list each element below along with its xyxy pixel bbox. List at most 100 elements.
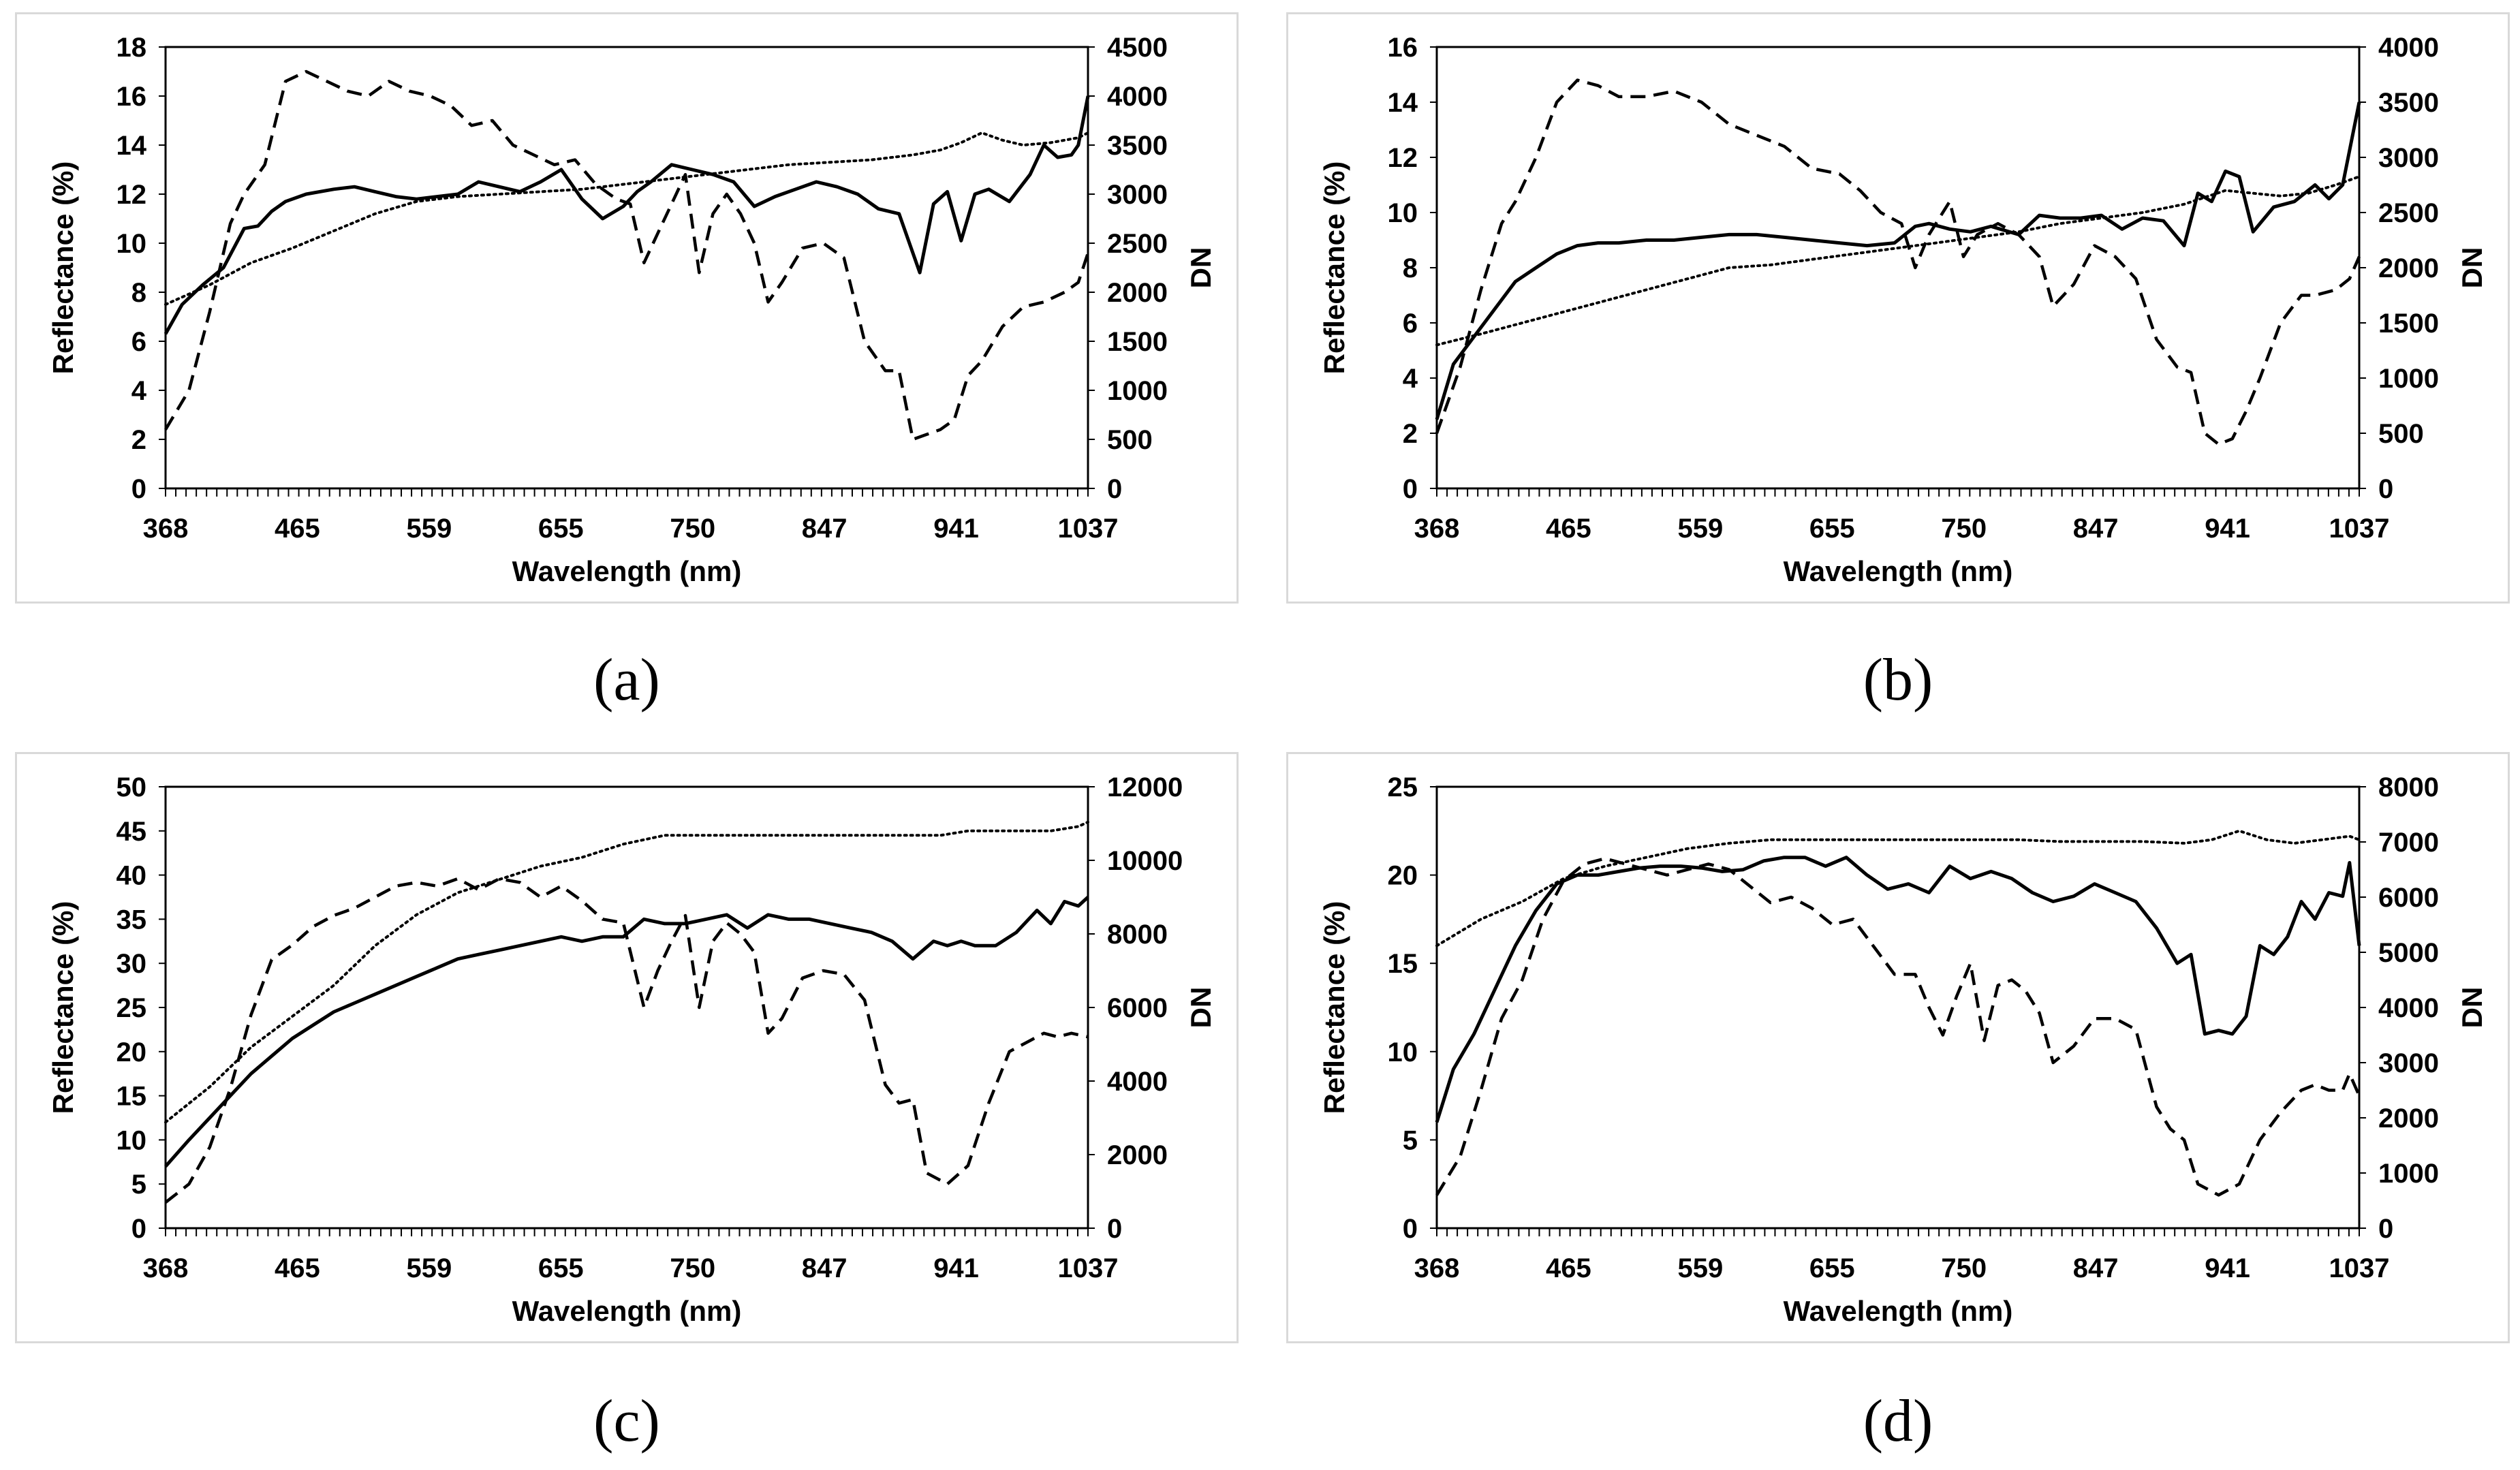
y2-axis-title: DN [2456,987,2488,1029]
y-tick-label: 0 [1403,1214,1418,1244]
y2-tick-label: 3000 [1107,180,1168,210]
y2-tick-label: 3500 [2378,88,2439,118]
x-tick-label: 847 [2073,1253,2119,1283]
x-tick-label: 368 [1414,514,1460,544]
y2-tick-label: 6000 [2378,883,2439,913]
y-tick-label: 12 [1388,143,1418,173]
y2-tick-label: 1000 [2378,1159,2439,1189]
y2-tick-label: 3000 [2378,1048,2439,1078]
y2-tick-label: 4000 [1107,82,1168,112]
y-tick-label: 14 [116,131,147,161]
y-tick-label: 20 [116,1037,147,1067]
x-tick-label: 750 [1941,514,1987,544]
x-tick-label: 368 [1414,1253,1460,1283]
y2-tick-label: 1000 [2378,364,2439,394]
x-tick-label: 1037 [1058,1253,1119,1283]
caption-d: (d) [1863,1388,1933,1454]
y-tick-label: 50 [116,772,147,802]
caption-c: (c) [593,1388,660,1454]
y-tick-label: 30 [116,949,147,979]
series-line-solid [1435,101,2361,420]
x-tick-label: 1037 [1058,514,1119,544]
y-tick-label: 16 [116,82,147,112]
y-tick-label: 6 [131,327,146,357]
y2-tick-label: 0 [1107,1214,1122,1244]
y-tick-label: 15 [116,1082,147,1112]
y-tick-label: 0 [131,1214,146,1244]
y2-tick-label: 1500 [2378,309,2439,339]
x-tick-label: 655 [538,514,584,544]
y-tick-label: 35 [116,905,147,935]
y2-tick-label: 2000 [2378,1104,2439,1133]
y2-tick-label: 500 [2378,419,2424,449]
y-tick-label: 5 [1403,1125,1418,1155]
series-line-dashed [1435,78,2361,446]
y2-tick-label: 0 [1107,474,1122,504]
chart-svg-b: 368 465 559 655 750 847 941 1037 0 2 4 6 8 10 12 14 16 0 5… [1318,33,2488,587]
series-line-solid [164,95,1090,335]
x-tick-label: 368 [143,1253,189,1283]
y2-tick-label: 2500 [2378,198,2439,228]
chart-svg-d: 368 465 559 655 750 847 941 1037 0 5 10 15 20 25 0 1000… [1318,772,2488,1327]
y-tick-label: 18 [116,33,147,63]
y-tick-label: 14 [1388,88,1418,118]
y2-tick-label: 0 [2378,1214,2393,1244]
y-axis-title: Reflectance (%) [1318,901,1350,1114]
x-axis-title: Wavelength (nm) [512,555,742,587]
plot-frame [1435,785,2361,1230]
x-tick-label: 1037 [2329,514,2390,544]
x-tick-label: 847 [2073,514,2119,544]
y2-tick-label: 5000 [2378,938,2439,968]
chart-panel-a: 368 465 559 655 750 847 941 1037 0 2 4 6 8 10 12 14 16 18… [15,12,1239,604]
y-tick-label: 4 [131,376,147,406]
y2-tick-label: 1000 [1107,376,1168,406]
y-tick-label: 15 [1388,949,1418,979]
x-tick-label: 750 [1941,1253,1987,1283]
series-line-dashed [1435,857,2361,1197]
series-line-dashed [164,69,1090,441]
y-tick-label: 8 [131,278,146,308]
x-tick-label: 559 [1677,514,1723,544]
x-tick-label: 559 [406,1253,452,1283]
y2-tick-label: 8000 [2378,772,2439,802]
series-line-dotted [1435,829,2361,948]
y2-tick-label: 2000 [1107,1140,1168,1170]
y-tick-label: 2 [131,425,146,455]
y-tick-label: 2 [1403,419,1418,449]
chart-svg-c: 368 465 559 655 750 847 941 1037 0 5 10 15 20 25 30 35 4… [47,772,1217,1327]
y2-axis-title: DN [2456,247,2488,289]
x-tick-label: 941 [933,1253,979,1283]
y-tick-label: 25 [1388,772,1418,802]
y-tick-label: 0 [131,474,146,504]
y-axis-title: Reflectance (%) [47,901,79,1114]
y-tick-label: 6 [1403,309,1418,339]
x-tick-label: 750 [670,514,715,544]
x-tick-label: 941 [2205,514,2250,544]
y2-tick-label: 500 [1107,425,1153,455]
y2-tick-label: 2000 [1107,278,1168,308]
y-axis-title: Reflectance (%) [47,161,79,375]
x-tick-label: 465 [275,514,320,544]
y2-axis-title: DN [1185,247,1217,289]
x-tick-label: 750 [670,1253,715,1283]
y2-tick-label: 3500 [1107,131,1168,161]
x-tick-label: 847 [802,514,847,544]
y2-tick-label: 10000 [1107,846,1183,876]
series-line-dashed [164,877,1089,1204]
y2-tick-label: 12000 [1107,772,1183,802]
plot-frame [164,46,1089,490]
chart-panel-d: 368 465 559 655 750 847 941 1037 0 5 10 15 20 25 0 1000… [1286,752,2510,1343]
y2-tick-label: 3000 [2378,143,2439,173]
chart-panel-c: 368 465 559 655 750 847 941 1037 0 5 10 15 20 25 30 35 4… [15,752,1239,1343]
caption-a: (a) [593,647,660,713]
x-tick-label: 655 [538,1253,584,1283]
x-tick-label: 847 [802,1253,847,1283]
y-tick-label: 5 [131,1170,146,1200]
x-tick-label: 941 [2205,1253,2250,1283]
series-line-solid [1435,856,2361,1123]
x-axis-title: Wavelength (nm) [1784,1295,2013,1327]
chart-panel-b: 368 465 559 655 750 847 941 1037 0 2 4 6 8 10 12 14 16 0 5… [1286,12,2510,604]
y2-tick-label: 1500 [1107,327,1168,357]
y-tick-label: 10 [116,229,147,259]
y2-tick-label: 4000 [2378,33,2439,63]
